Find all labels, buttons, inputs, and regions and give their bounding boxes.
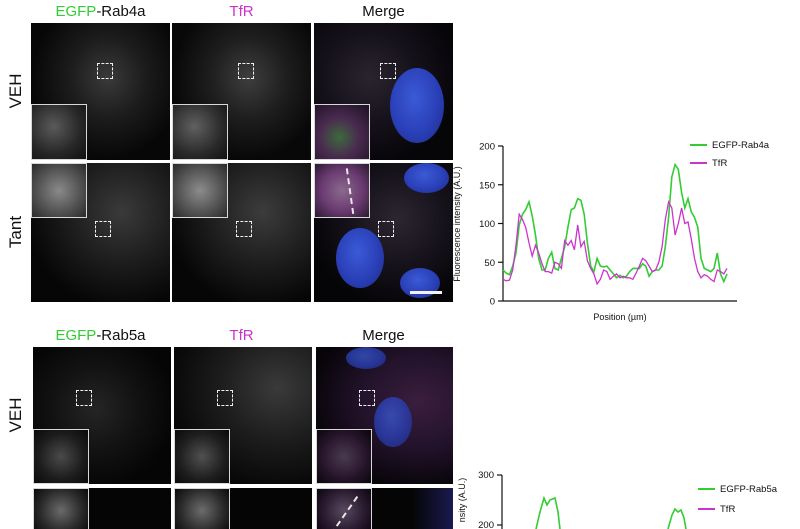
x-axis-label: Position (µm) bbox=[593, 312, 646, 322]
scale-bar bbox=[410, 291, 442, 294]
zoom-inset bbox=[172, 104, 228, 160]
roi-box bbox=[238, 63, 254, 79]
y-axis-label: Fluorescence intensity (A.U.) bbox=[452, 166, 462, 282]
micrograph-egfp-rab4a-veh bbox=[31, 23, 170, 160]
line-profile-chart-rab4a: 0 50 100 150 200 Fluorescence intensity (A.U… bbox=[452, 140, 770, 322]
roi-box bbox=[236, 221, 252, 237]
y-tick-0: 0 bbox=[490, 297, 495, 308]
rab5a-label: -Rab5a bbox=[96, 327, 146, 344]
zoom-inset bbox=[174, 488, 230, 529]
column-title-tfr-b: TfR bbox=[229, 327, 254, 344]
y-tick-200: 200 bbox=[479, 142, 495, 153]
zoom-inset bbox=[33, 429, 89, 484]
micrograph-merge-veh bbox=[314, 23, 453, 160]
y-tick-300: 300 bbox=[478, 470, 494, 481]
zoom-inset bbox=[316, 488, 372, 529]
y-axis-label: nsity (A.U.) bbox=[457, 478, 467, 523]
series-egfp-rab5a-peak2 bbox=[667, 507, 687, 529]
nucleus bbox=[404, 163, 449, 193]
y-tick-200: 200 bbox=[478, 520, 494, 529]
column-title-merge-b: Merge bbox=[362, 327, 405, 344]
micrograph-merge-tant-b bbox=[316, 488, 453, 529]
roi-box bbox=[97, 63, 113, 79]
column-title-egfp-rab5a: EGFP-Rab5a bbox=[31, 327, 170, 345]
series-tfr bbox=[502, 199, 728, 286]
y-tick-50: 50 bbox=[484, 258, 495, 269]
zoom-inset bbox=[314, 163, 370, 218]
line-profile-chart-rab5a: 300 200 nsity (A.U.) EGFP-Rab5a TfR bbox=[457, 470, 778, 529]
y-tick-100: 100 bbox=[479, 219, 495, 230]
line-scan-path bbox=[330, 496, 360, 529]
micrograph-tfr-veh bbox=[172, 23, 311, 160]
micrograph-tfr-veh-b bbox=[174, 347, 312, 484]
column-title-merge: Merge bbox=[362, 3, 405, 20]
nucleus bbox=[390, 68, 444, 143]
roi-box bbox=[378, 221, 394, 237]
micrograph-merge-veh-b bbox=[316, 347, 453, 484]
zoom-inset bbox=[314, 104, 370, 160]
legend-tfr: TfR bbox=[712, 158, 727, 169]
zoom-inset bbox=[172, 163, 228, 218]
micrograph-merge-tant bbox=[314, 163, 453, 302]
zoom-inset bbox=[174, 429, 230, 484]
roi-box bbox=[359, 390, 375, 406]
nucleus bbox=[336, 228, 384, 288]
roi-box bbox=[76, 390, 92, 406]
roi-box bbox=[217, 390, 233, 406]
legend-tfr-b: TfR bbox=[720, 504, 735, 515]
roi-box bbox=[95, 221, 111, 237]
micrograph-egfp-rab5a-veh bbox=[33, 347, 171, 484]
row-label-veh: VEH bbox=[6, 73, 25, 109]
legend-egfp-rab4a: EGFP-Rab4a bbox=[712, 140, 770, 151]
micrograph-tfr-tant-b bbox=[174, 488, 312, 529]
egfp-label: EGFP bbox=[55, 3, 97, 20]
roi-box bbox=[380, 63, 396, 79]
rab4a-label: -Rab4a bbox=[96, 3, 146, 20]
micrograph-egfp-rab4a-tant bbox=[31, 163, 170, 302]
column-title-tfr: TfR bbox=[229, 3, 254, 20]
line-scan-path bbox=[345, 167, 357, 215]
zoom-inset bbox=[316, 429, 372, 484]
micrograph-tfr-tant bbox=[172, 163, 311, 302]
nucleus bbox=[374, 397, 412, 447]
series-egfp-rab4a bbox=[502, 162, 728, 284]
egfp-label: EGFP bbox=[55, 327, 97, 344]
micrograph-egfp-rab5a-tant bbox=[33, 488, 171, 529]
row-label-tant: Tant bbox=[6, 215, 25, 249]
zoom-inset bbox=[31, 163, 87, 218]
legend-egfp-rab5a: EGFP-Rab5a bbox=[720, 484, 778, 495]
row-label-veh-b: VEH bbox=[6, 397, 25, 433]
nucleus bbox=[346, 347, 386, 369]
series-egfp-rab5a bbox=[535, 495, 561, 529]
y-axis-ticks: 0 50 100 150 200 bbox=[479, 142, 503, 308]
zoom-inset bbox=[31, 104, 87, 160]
y-tick-150: 150 bbox=[479, 180, 495, 191]
zoom-inset bbox=[33, 488, 89, 529]
column-title-egfp-rab4a: EGFP-Rab4a bbox=[31, 3, 170, 21]
